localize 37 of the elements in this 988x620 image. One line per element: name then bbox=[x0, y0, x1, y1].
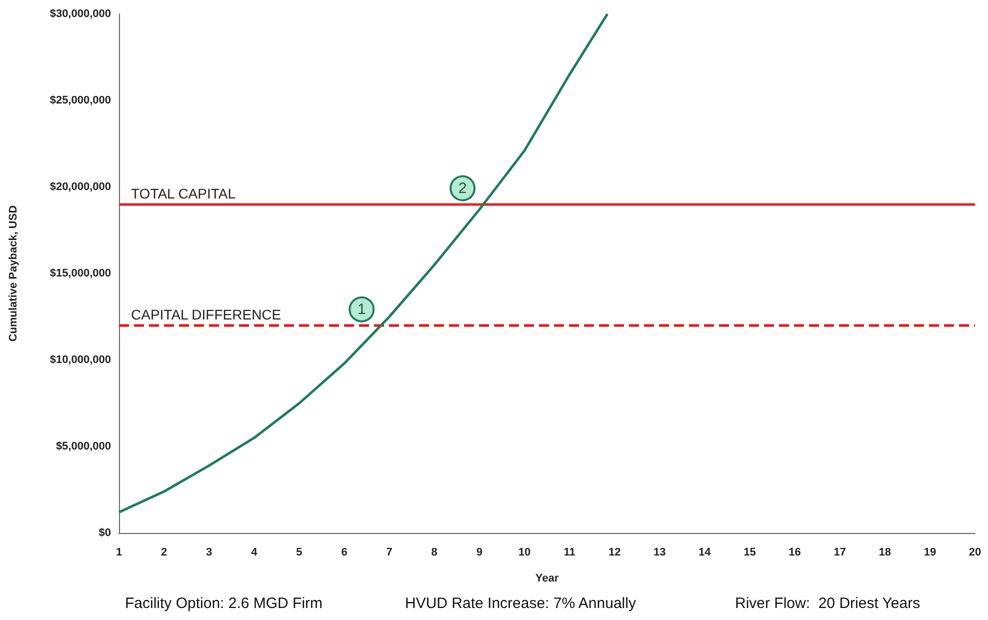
x-tick-label: 17 bbox=[834, 546, 846, 558]
x-axis-title: Year bbox=[535, 572, 560, 584]
y-tick-label: $0 bbox=[98, 527, 111, 539]
y-tick-label: $15,000,000 bbox=[50, 268, 111, 280]
x-tick-label: 3 bbox=[206, 546, 212, 558]
annotation: 2 bbox=[458, 180, 467, 197]
ref-line-label: CAPITAL DIFFERENCE bbox=[131, 306, 282, 322]
x-tick-label: 18 bbox=[878, 546, 892, 558]
y-tick-label: $30,000,000 bbox=[50, 8, 111, 20]
x-tick-label: 20 bbox=[968, 546, 982, 558]
x-tick-label: 19 bbox=[924, 546, 936, 558]
y-tick-label: $5,000,000 bbox=[56, 440, 111, 452]
x-tick-label: 11 bbox=[564, 546, 576, 558]
x-tick-label: 13 bbox=[654, 546, 666, 558]
x-tick-label: 14 bbox=[698, 546, 712, 558]
text: River Flow: 20 Driest Years bbox=[735, 595, 920, 612]
x-tick-label: 6 bbox=[341, 546, 348, 558]
x-tick-label: 2 bbox=[160, 546, 168, 558]
x-tick-label: 4 bbox=[251, 546, 258, 558]
text: Facility Option: 2.6 MGD Firm bbox=[125, 595, 323, 612]
y-axis-title: Cumulative Payback, USD bbox=[8, 205, 20, 342]
y-tick-label: $10,000,000 bbox=[50, 354, 111, 366]
x-tick-label: 1 bbox=[116, 546, 122, 558]
x-tick-label: 5 bbox=[296, 546, 302, 558]
annotation: 1 bbox=[357, 300, 366, 318]
ref-line-label: TOTAL CAPITAL bbox=[131, 185, 236, 202]
y-tick-label: $25,000,000 bbox=[50, 94, 111, 106]
y-tick-label: $20,000,000 bbox=[50, 181, 111, 193]
x-tick-label: 9 bbox=[476, 546, 482, 558]
x-tick-label: 10 bbox=[518, 546, 531, 558]
x-tick-label: 16 bbox=[788, 546, 801, 558]
x-tick-label: 15 bbox=[744, 546, 756, 558]
x-tick-label: 8 bbox=[431, 546, 438, 558]
text: HVUD Rate Increase: 7% Annually bbox=[405, 595, 636, 612]
line-series bbox=[118, 12, 609, 514]
x-tick-label: 12 bbox=[608, 546, 621, 558]
x-tick-label: 7 bbox=[386, 546, 392, 558]
